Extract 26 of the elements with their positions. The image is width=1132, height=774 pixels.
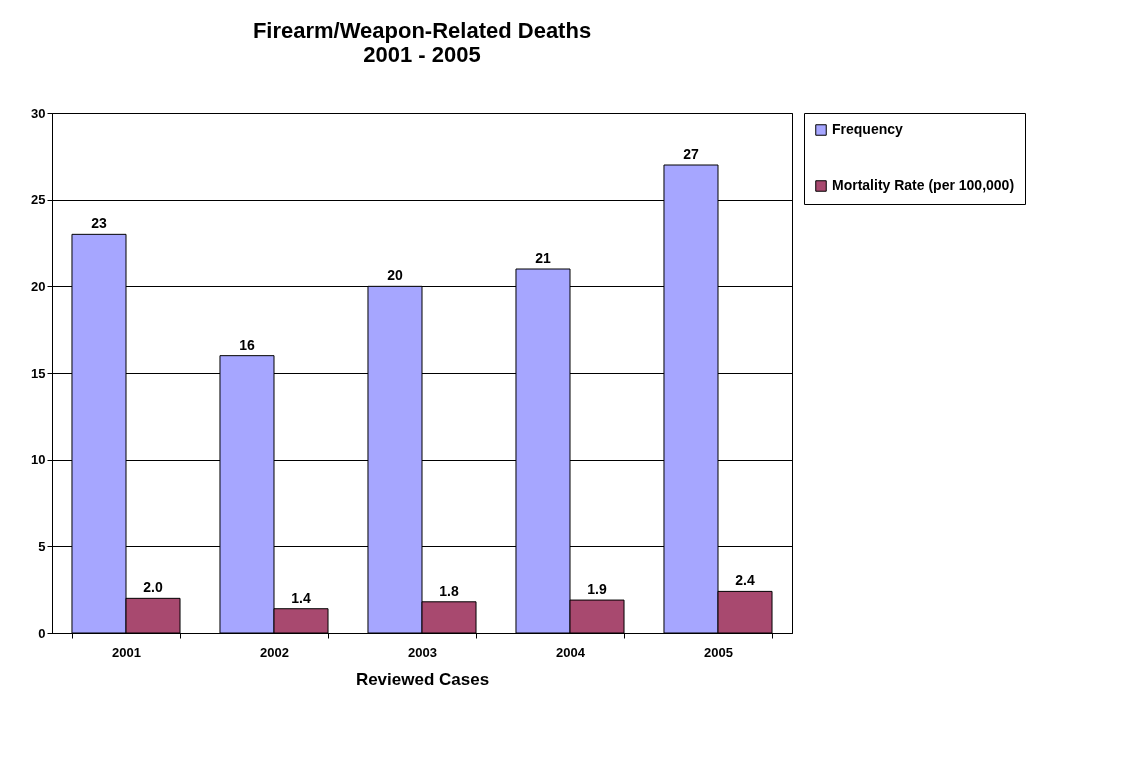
- y-tick-label: 20: [31, 278, 46, 294]
- y-tick-label: 15: [31, 365, 46, 381]
- y-tick-label: 0: [38, 625, 46, 641]
- legend-label: Mortality Rate (per 100,000): [832, 177, 1015, 193]
- x-axis-title: Reviewed Cases: [355, 669, 490, 689]
- data-label: 16: [239, 336, 255, 353]
- chart-title: Firearm/Weapon-Related Deaths 2001 - 2005: [252, 18, 592, 67]
- y-tick-label: 30: [31, 105, 46, 121]
- x-tick-label: 2005: [704, 644, 733, 660]
- data-label: 21: [535, 250, 551, 266]
- data-label: 1.9: [587, 581, 607, 598]
- y-tick-label: 25: [31, 192, 46, 208]
- x-tick-label: 2002: [260, 644, 289, 660]
- data-label: 20: [387, 267, 403, 284]
- x-tick-label: 2001: [112, 644, 141, 660]
- y-tick-label: 10: [31, 452, 46, 468]
- data-label: 1.8: [439, 582, 459, 599]
- x-tick-label: 2003: [408, 644, 437, 660]
- legend-label: Frequency: [832, 121, 904, 137]
- data-label: 2.0: [143, 579, 163, 596]
- data-label: 1.4: [291, 589, 311, 606]
- y-tick-label: 5: [38, 538, 46, 554]
- data-label: 23: [91, 215, 107, 232]
- data-label: 2.4: [735, 572, 755, 589]
- data-label: 27: [683, 146, 699, 162]
- x-tick-label: 2004: [556, 644, 586, 660]
